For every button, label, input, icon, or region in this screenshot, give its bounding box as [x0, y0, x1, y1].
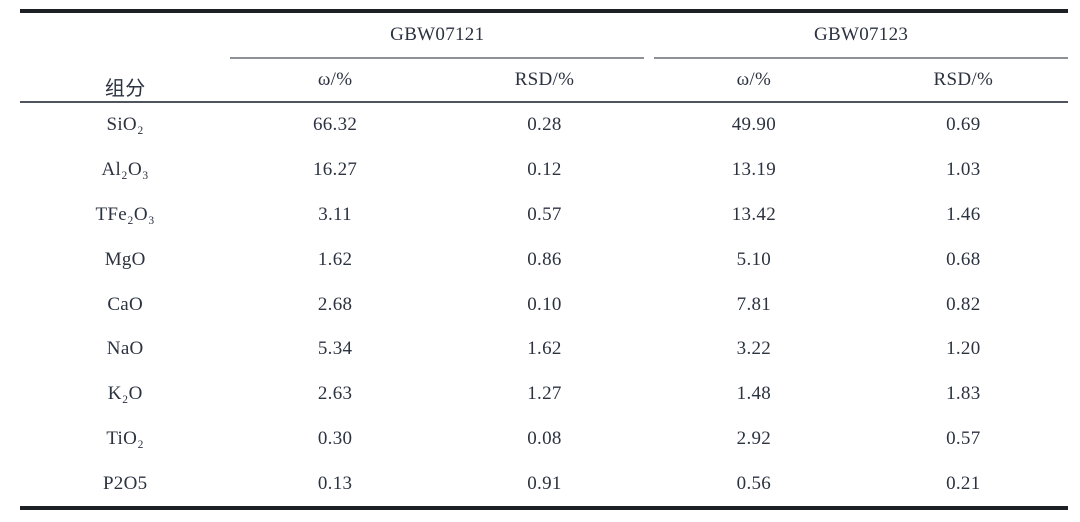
- value-cell: 0.57: [527, 203, 562, 225]
- value-cell: 13.42: [731, 203, 776, 225]
- value-cell: 16.27: [312, 159, 358, 181]
- component-label: NaO: [106, 338, 144, 360]
- value-cell: 0.91: [527, 472, 562, 494]
- value-cell: 5.10: [736, 248, 772, 270]
- group-header-row: 组分 GBW07121 GBW07123: [20, 11, 1068, 103]
- value-cell: 7.81: [736, 293, 772, 315]
- value-cell: 1.20: [946, 338, 981, 360]
- value-cell: 1.48: [736, 383, 772, 405]
- value-cell: 0.68: [946, 248, 981, 270]
- column-header-rsd-2: RSD/%: [858, 59, 1068, 103]
- value-cell: 49.90: [731, 114, 776, 136]
- value-cell: 5.34: [317, 338, 353, 360]
- group-header-cell-gbw07121: GBW07121: [230, 11, 649, 59]
- component-label: P2O5: [102, 472, 148, 494]
- value-cell: 0.08: [527, 427, 562, 449]
- component-label: SiO₂: [106, 114, 144, 136]
- value-cell: 0.13: [317, 472, 353, 494]
- value-cell: 1.27: [527, 383, 562, 405]
- table-row: K₂O 2.63 1.27 1.48 1.83: [20, 372, 1068, 417]
- component-label: CaO: [107, 293, 144, 315]
- value-cell: 0.56: [736, 472, 772, 494]
- value-cell: 1.62: [317, 248, 353, 270]
- value-cell: 0.12: [527, 159, 562, 181]
- group-header-gbw07123: GBW07123: [654, 13, 1068, 59]
- component-label: TFe₂O₃: [95, 203, 155, 225]
- component-label: Al₂O₃: [101, 159, 149, 181]
- table-row: CaO 2.68 0.10 7.81 0.82: [20, 282, 1068, 327]
- column-header-omega-1: ω/%: [230, 59, 440, 103]
- value-cell: 0.82: [946, 293, 981, 315]
- value-cell: 1.03: [946, 159, 981, 181]
- table-row: NaO 5.34 1.62 3.22 1.20: [20, 327, 1068, 372]
- value-cell: 0.10: [527, 293, 562, 315]
- column-header-component: 组分: [20, 11, 231, 103]
- table-row: TFe₂O₃ 3.11 0.57 13.42 1.46: [20, 193, 1068, 238]
- value-cell: 0.30: [317, 427, 353, 449]
- table-row: P2O5 0.13 0.91 0.56 0.21: [20, 461, 1068, 508]
- value-cell: 1.83: [946, 383, 981, 405]
- component-label: TiO₂: [106, 427, 145, 449]
- value-cell: 0.28: [527, 114, 562, 136]
- group-header-gbw07121: GBW07121: [230, 13, 645, 59]
- table-row: SiO₂ 66.32 0.28 49.90 0.69: [20, 102, 1068, 148]
- value-cell: 1.46: [946, 203, 981, 225]
- table-row: Al₂O₃ 16.27 0.12 13.19 1.03: [20, 148, 1068, 193]
- column-header-omega-2: ω/%: [649, 59, 859, 103]
- value-cell: 0.21: [946, 472, 981, 494]
- value-cell: 0.69: [946, 114, 981, 136]
- value-cell: 2.68: [317, 293, 353, 315]
- component-label: K₂O: [107, 383, 143, 405]
- sub-header-row: ω/% RSD/% ω/% RSD/%: [20, 59, 1068, 103]
- value-cell: 66.32: [312, 114, 358, 136]
- composition-table: 组分 GBW07121 GBW07123 ω/% RSD/% ω/% RSD/%…: [20, 9, 1068, 511]
- value-cell: 3.22: [736, 338, 772, 360]
- value-cell: 2.63: [317, 383, 353, 405]
- value-cell: 2.92: [736, 427, 772, 449]
- value-cell: 0.57: [946, 427, 981, 449]
- group-header-cell-gbw07123: GBW07123: [649, 11, 1068, 59]
- value-cell: 0.86: [527, 248, 562, 270]
- table-row: TiO₂ 0.30 0.08 2.92 0.57: [20, 417, 1068, 462]
- value-cell: 13.19: [731, 159, 776, 181]
- table-row: MgO 1.62 0.86 5.10 0.68: [20, 237, 1068, 282]
- component-label: MgO: [104, 248, 146, 270]
- column-header-rsd-1: RSD/%: [439, 59, 650, 103]
- value-cell: 3.11: [318, 203, 352, 225]
- value-cell: 1.62: [527, 338, 562, 360]
